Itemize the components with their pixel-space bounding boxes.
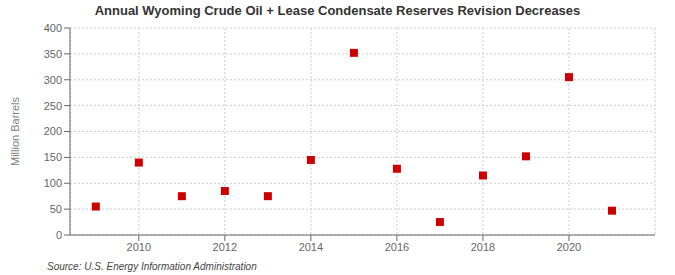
svg-text:50: 50 (50, 203, 62, 215)
svg-text:2018: 2018 (471, 241, 495, 253)
svg-text:2012: 2012 (213, 241, 237, 253)
svg-text:200: 200 (44, 125, 62, 137)
svg-text:2016: 2016 (385, 241, 409, 253)
svg-text:150: 150 (44, 151, 62, 163)
svg-text:0: 0 (56, 229, 62, 241)
svg-text:2020: 2020 (557, 241, 581, 253)
svg-text:2014: 2014 (299, 241, 323, 253)
svg-text:Million Barrels: Million Barrels (9, 96, 21, 166)
svg-text:2010: 2010 (127, 241, 151, 253)
html-text:Source: U.S. Energy Informatio: Source: U.S. Energy Information Administ… (47, 261, 257, 272)
svg-text:250: 250 (44, 100, 62, 112)
svg-text:100: 100 (44, 177, 62, 189)
html-text:Annual Wyoming Crude Oil + Lea: Annual Wyoming Crude Oil + Lease Condens… (94, 3, 581, 18)
svg-text:300: 300 (44, 74, 62, 86)
svg-text:350: 350 (44, 48, 62, 60)
svg-text:400: 400 (44, 22, 62, 34)
